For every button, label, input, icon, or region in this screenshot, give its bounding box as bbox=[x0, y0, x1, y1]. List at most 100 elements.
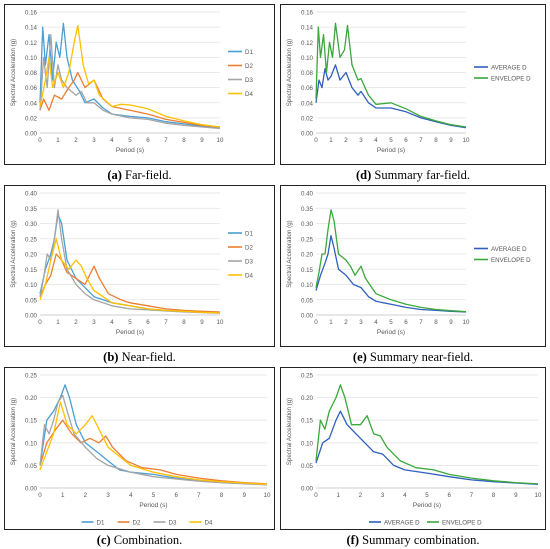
y-tick-label: 0.14 bbox=[25, 25, 38, 32]
x-tick-label: 3 bbox=[359, 137, 363, 144]
x-axis-label: Period (s) bbox=[116, 147, 144, 154]
y-tick-label: 0.12 bbox=[25, 40, 38, 47]
legend-label: D3 bbox=[169, 519, 177, 526]
y-tick-label: 0.15 bbox=[25, 418, 38, 425]
x-tick-label: 4 bbox=[129, 492, 133, 499]
x-tick-label: 5 bbox=[152, 492, 156, 499]
x-tick-label: 4 bbox=[110, 137, 114, 144]
legend-label: D2 bbox=[245, 63, 253, 70]
y-tick-label: 0.30 bbox=[25, 221, 38, 228]
caption-letter: (f) bbox=[346, 533, 360, 547]
series-line-d4 bbox=[39, 401, 268, 486]
y-tick-label: 0.05 bbox=[25, 297, 38, 304]
caption-text: Summary combination. bbox=[359, 533, 480, 547]
chart-frame bbox=[280, 367, 546, 530]
series-line-d2 bbox=[39, 253, 221, 313]
y-axis-label: Spectral Acceleration (g) bbox=[286, 220, 293, 287]
y-tick-label: 0.15 bbox=[301, 418, 314, 425]
legend-label: D3 bbox=[245, 258, 253, 265]
x-tick-label: 1 bbox=[329, 137, 333, 144]
x-tick-label: 1 bbox=[56, 319, 60, 326]
x-tick-label: 6 bbox=[447, 492, 451, 499]
x-tick-label: 9 bbox=[449, 319, 453, 326]
x-tick-label: 9 bbox=[200, 137, 204, 144]
series-line-d2 bbox=[39, 419, 268, 485]
y-tick-label: 0.20 bbox=[301, 252, 314, 259]
x-tick-label: 1 bbox=[56, 137, 60, 144]
x-axis-label: Period (s) bbox=[116, 329, 144, 336]
x-tick-label: 10 bbox=[264, 492, 271, 499]
y-tick-label: 0.04 bbox=[301, 100, 314, 107]
x-tick-label: 5 bbox=[389, 137, 393, 144]
y-tick-label: 0.10 bbox=[25, 55, 38, 62]
x-tick-label: 5 bbox=[425, 492, 429, 499]
chart-svg: 0.00 0.05 0.10 0.15 0.20 0.25 0 1 2 3 4 5 6 7 8 9 10 Peri… bbox=[4, 367, 275, 530]
legend-label: AVERAGE D bbox=[491, 64, 527, 71]
y-tick-label: 0.06 bbox=[25, 85, 38, 92]
x-tick-label: 8 bbox=[182, 137, 186, 144]
series-line-d4 bbox=[39, 24, 221, 128]
caption-a: (a) Far-field. bbox=[4, 168, 275, 183]
x-tick-label: 0 bbox=[314, 492, 318, 499]
x-tick-label: 3 bbox=[92, 319, 96, 326]
x-tick-label: 8 bbox=[434, 137, 438, 144]
y-tick-label: 0.16 bbox=[25, 10, 38, 17]
x-tick-label: 8 bbox=[220, 492, 224, 499]
y-tick-label: 0.12 bbox=[301, 40, 314, 47]
y-tick-label: 0.10 bbox=[301, 282, 314, 289]
series-line-envelope-d bbox=[315, 209, 467, 313]
y-axis-label: Spectral Acceleration (g) bbox=[286, 398, 293, 465]
x-tick-label: 10 bbox=[217, 319, 224, 326]
x-tick-label: 6 bbox=[174, 492, 178, 499]
y-tick-label: 0.00 bbox=[301, 486, 314, 493]
y-tick-label: 0.05 bbox=[301, 297, 314, 304]
legend-label: ENVELOPE D bbox=[491, 257, 531, 264]
x-tick-label: 6 bbox=[146, 319, 150, 326]
y-tick-label: 0.00 bbox=[25, 131, 38, 138]
chart-svg: 0.00 0.05 0.10 0.15 0.20 0.25 0.30 0.35 0.40 0 1 2 3… bbox=[4, 185, 275, 347]
x-tick-label: 7 bbox=[419, 319, 423, 326]
caption-b: (b) Near-field. bbox=[4, 350, 275, 365]
y-tick-label: 0.00 bbox=[301, 313, 314, 320]
x-tick-label: 7 bbox=[419, 137, 423, 144]
x-tick-label: 4 bbox=[403, 492, 407, 499]
y-tick-label: 0.00 bbox=[301, 131, 314, 138]
chart-frame bbox=[4, 367, 275, 530]
y-tick-label: 0.25 bbox=[25, 236, 38, 243]
y-axis-label: Spectral Acceleration (g) bbox=[286, 39, 293, 106]
series-line-d3 bbox=[39, 34, 221, 130]
y-tick-label: 0.00 bbox=[25, 486, 38, 493]
y-tick-label: 0.10 bbox=[25, 440, 38, 447]
chart-panel-f: 0.00 0.05 0.10 0.15 0.20 0.25 0 1 2 3 4 5 6 7 8 9 10 Peri… bbox=[280, 367, 546, 530]
caption-c: (c) Combination. bbox=[4, 533, 275, 548]
series-line-envelope-d bbox=[315, 22, 467, 128]
series-line-envelope-d bbox=[315, 384, 539, 485]
x-tick-label: 0 bbox=[38, 137, 42, 144]
chart-svg: 0.00 0.05 0.10 0.15 0.20 0.25 0 1 2 3 4 5 6 7 8 9 10 Peri… bbox=[280, 367, 546, 530]
series-line-average-d bbox=[315, 64, 467, 129]
y-tick-label: 0.08 bbox=[301, 70, 314, 77]
y-tick-label: 0.25 bbox=[25, 373, 38, 380]
x-tick-label: 10 bbox=[217, 137, 224, 144]
chart-panel-e: 0.00 0.05 0.10 0.15 0.20 0.25 0.30 0.35 0.40 0 1 2 3… bbox=[280, 185, 546, 347]
legend-label: D4 bbox=[245, 272, 253, 279]
caption-e: (e) Summary near-field. bbox=[280, 350, 546, 365]
legend-label: D3 bbox=[245, 77, 253, 84]
y-tick-label: 0.05 bbox=[25, 463, 38, 470]
series-line-d3 bbox=[39, 394, 268, 486]
series-line-average-d bbox=[315, 410, 539, 486]
caption-text: Summary far-field. bbox=[371, 168, 470, 182]
x-tick-label: 2 bbox=[359, 492, 363, 499]
caption-letter: (d) bbox=[356, 168, 372, 182]
x-tick-label: 2 bbox=[74, 319, 78, 326]
legend-label: D4 bbox=[245, 91, 253, 98]
x-tick-label: 0 bbox=[38, 492, 42, 499]
x-tick-label: 3 bbox=[381, 492, 385, 499]
y-tick-label: 0.02 bbox=[25, 115, 38, 122]
legend-label: D1 bbox=[245, 230, 253, 237]
x-tick-label: 1 bbox=[336, 492, 340, 499]
y-tick-label: 0.35 bbox=[25, 206, 38, 213]
x-tick-label: 7 bbox=[164, 319, 168, 326]
chart-panel-d: 0.00 0.02 0.04 0.06 0.08 0.10 0.12 0.14 0.16 0 1 2 3… bbox=[280, 4, 546, 165]
y-tick-label: 0.20 bbox=[25, 395, 38, 402]
